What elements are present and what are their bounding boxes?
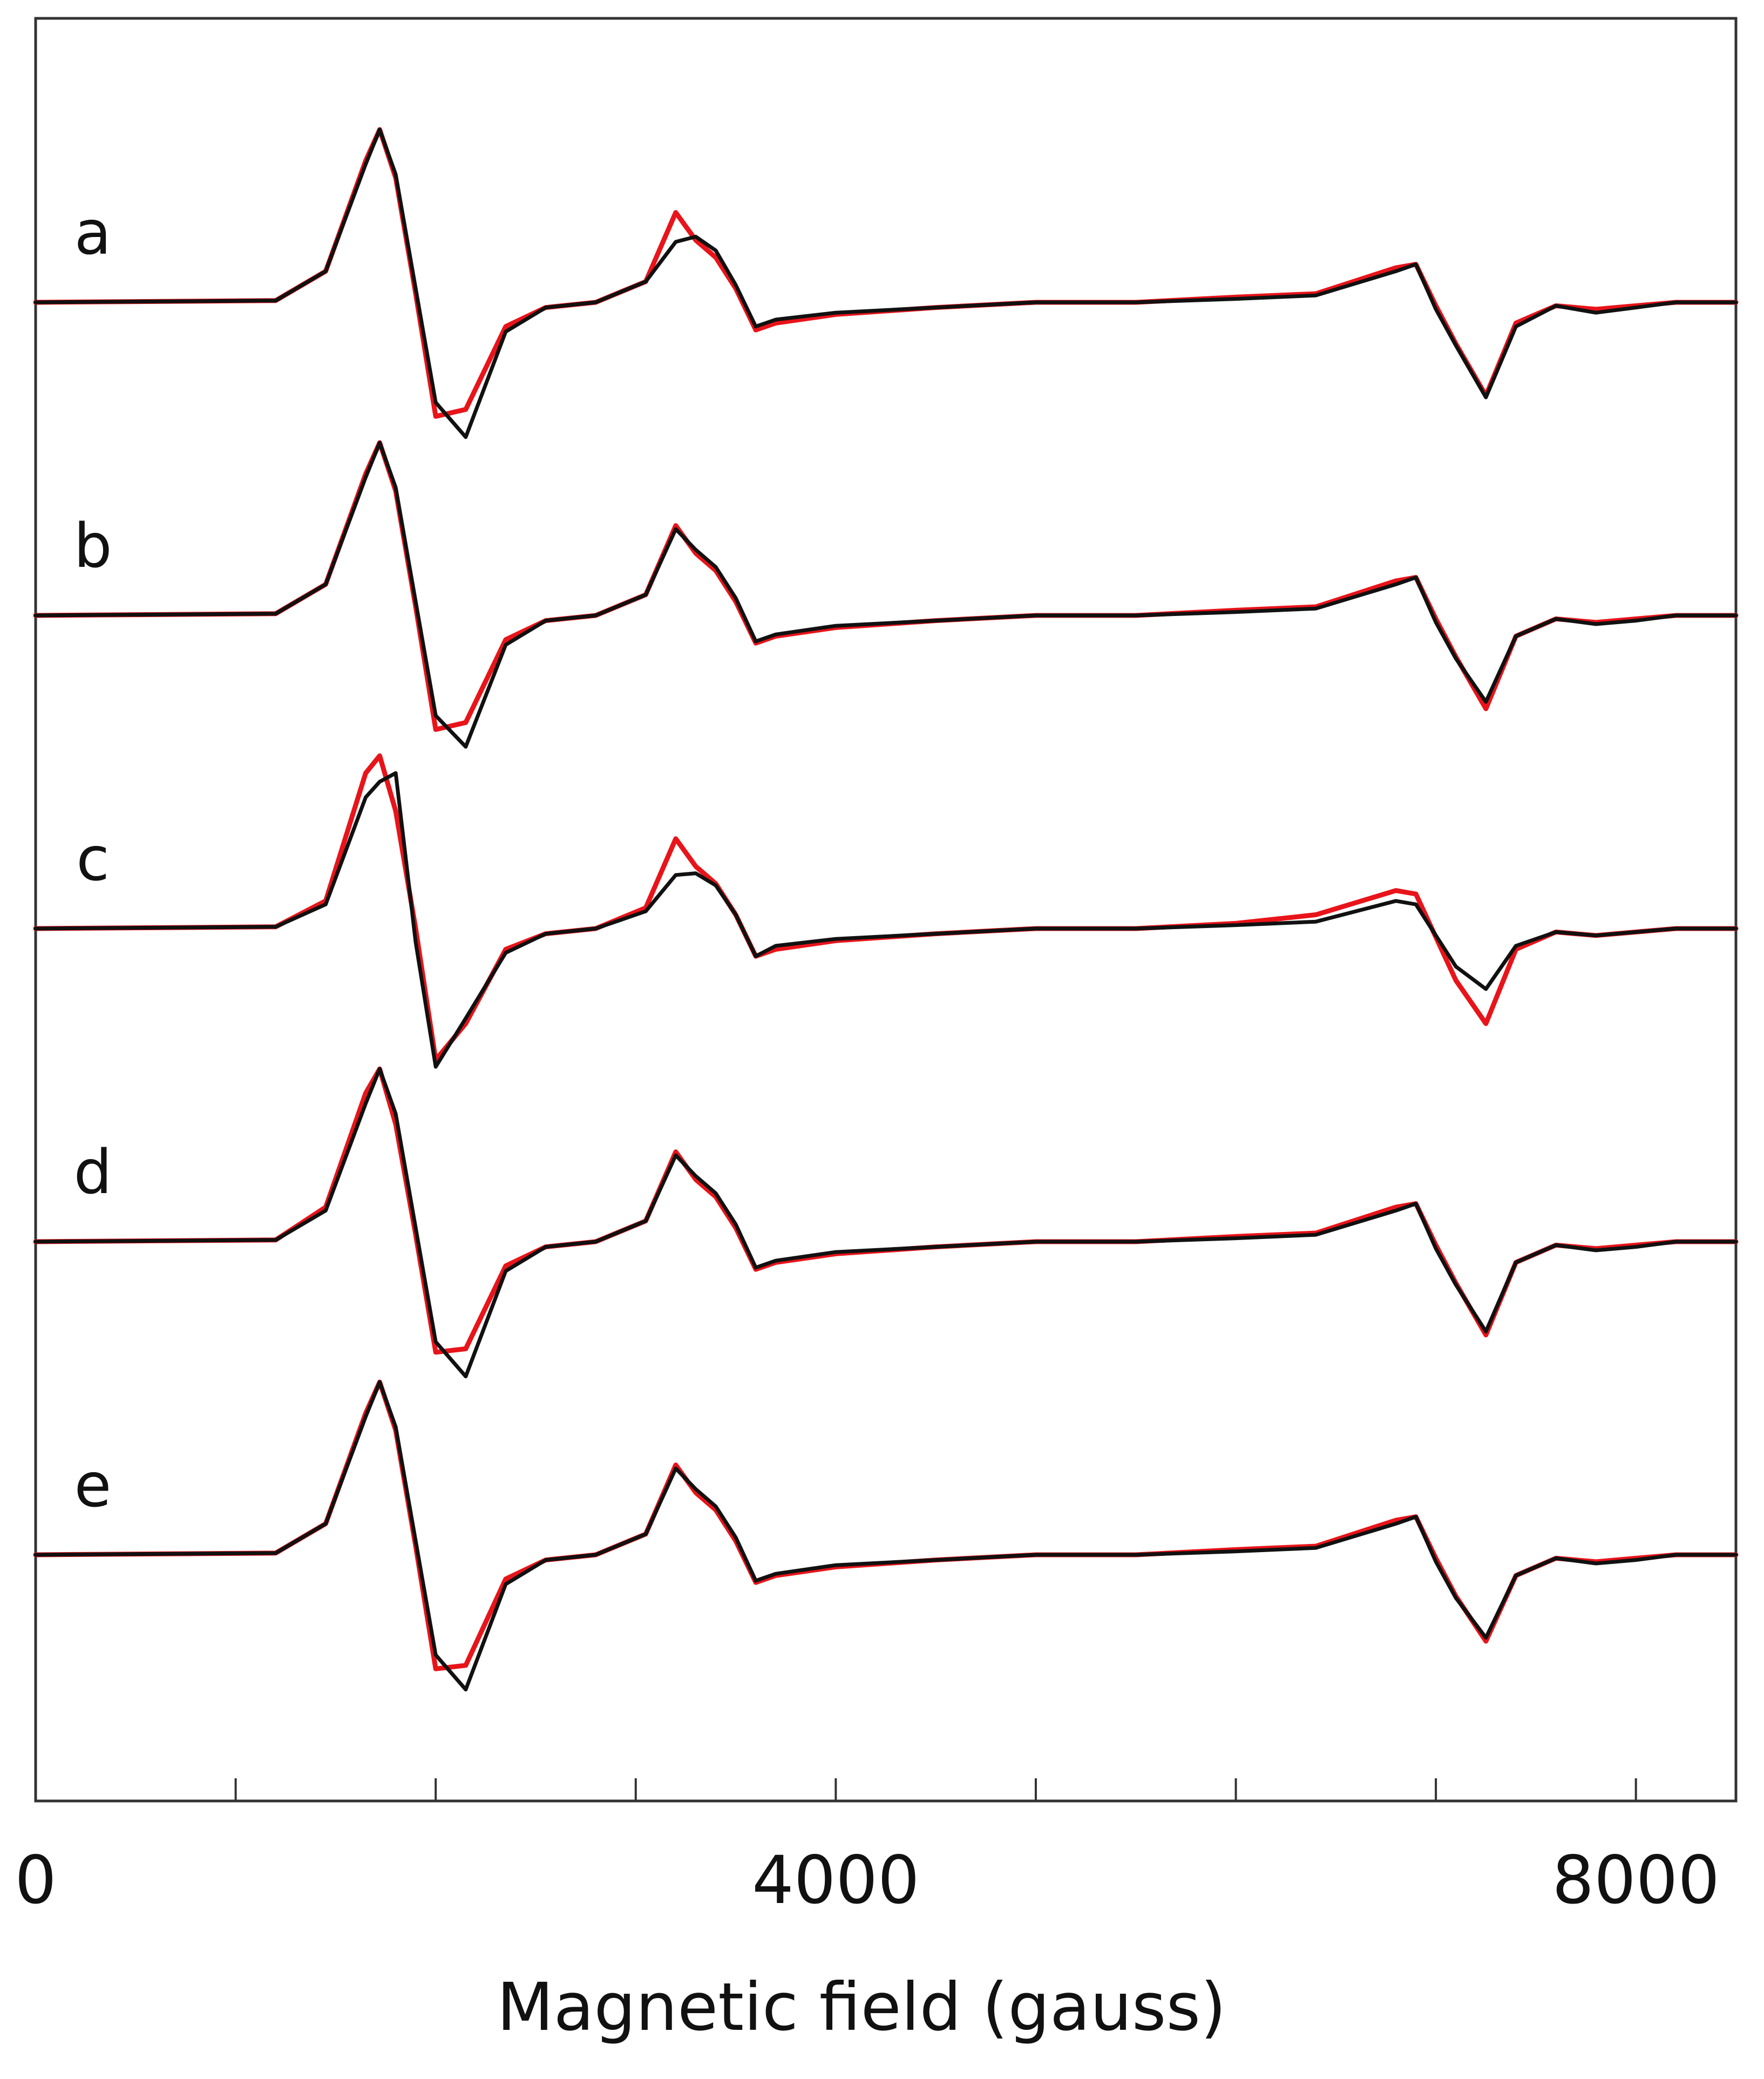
x-tick-label-4000: 4000: [752, 1842, 919, 1919]
trace-a-simulated: [33, 127, 1738, 439]
trace-a-experimental: [33, 127, 1739, 419]
spectra-traces: [33, 127, 1739, 1692]
trace-b-experimental: [33, 440, 1739, 732]
trace-c-simulated: [33, 771, 1738, 1069]
trace-label-d: d: [73, 1137, 112, 1208]
trace-c-experimental: [33, 753, 1739, 1062]
x-tick-marks: [35, 1778, 1637, 1801]
trace-labels: a b c d e: [73, 198, 112, 1521]
trace-label-a: a: [74, 198, 112, 268]
x-tick-label-0: 0: [15, 1842, 57, 1919]
trace-b-simulated: [33, 441, 1738, 749]
trace-d-simulated: [33, 1067, 1738, 1379]
trace-e-simulated: [33, 1380, 1738, 1692]
trace-e-experimental: [33, 1379, 1739, 1671]
trace-label-c: c: [76, 824, 110, 895]
x-tick-label-8000: 8000: [1552, 1842, 1719, 1919]
plot-frame: [34, 17, 1738, 1803]
trace-d-experimental: [33, 1066, 1739, 1355]
trace-label-e: e: [74, 1451, 112, 1521]
x-tick-labels: 0 4000 8000: [15, 1842, 1720, 1919]
x-axis-title: Magnetic field (gauss): [497, 1969, 1226, 2046]
trace-label-b: b: [73, 511, 112, 581]
